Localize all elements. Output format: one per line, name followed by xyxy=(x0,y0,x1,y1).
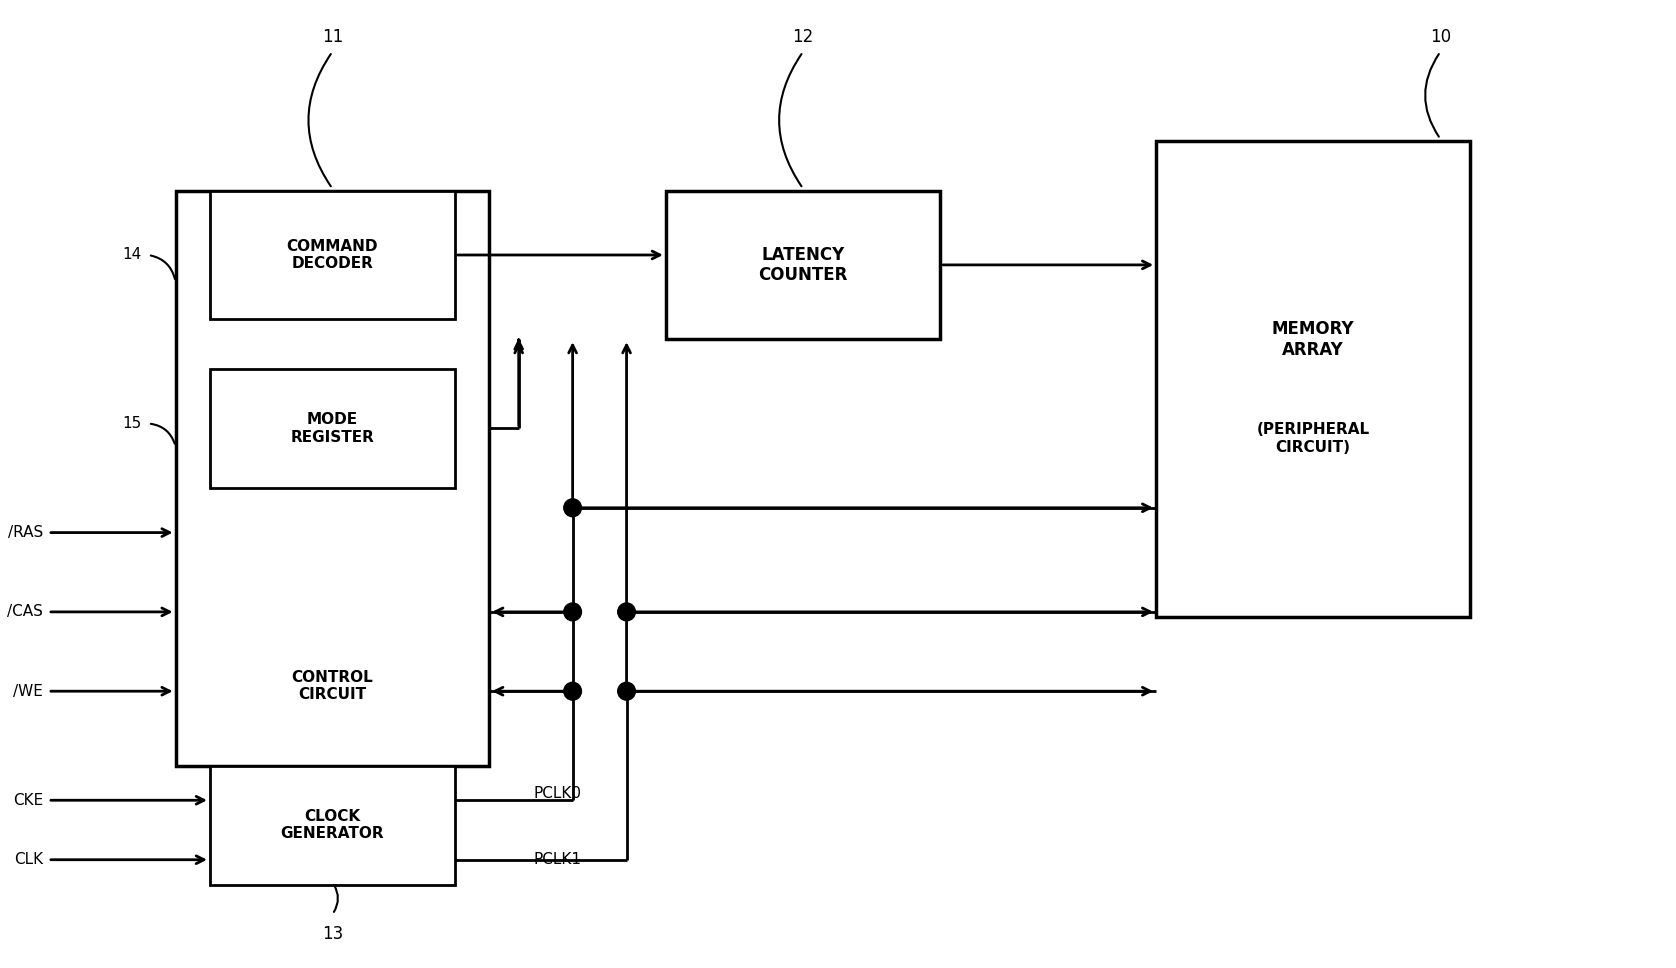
Text: MODE
REGISTER: MODE REGISTER xyxy=(290,412,374,444)
Bar xyxy=(210,369,454,488)
Text: CLOCK
GENERATOR: CLOCK GENERATOR xyxy=(280,809,384,841)
Circle shape xyxy=(563,499,582,517)
Circle shape xyxy=(618,603,635,620)
Text: 15: 15 xyxy=(122,416,141,431)
Bar xyxy=(176,191,489,766)
Text: PCLK0: PCLK0 xyxy=(533,786,582,801)
Text: 13: 13 xyxy=(322,925,344,943)
Text: LATENCY
COUNTER: LATENCY COUNTER xyxy=(758,246,848,285)
Circle shape xyxy=(618,682,635,700)
Text: (PERIPHERAL
CIRCUIT): (PERIPHERAL CIRCUIT) xyxy=(1257,422,1369,455)
Text: /WE: /WE xyxy=(13,683,44,699)
Text: PCLK1: PCLK1 xyxy=(533,852,582,867)
Text: 11: 11 xyxy=(322,28,344,45)
Text: CKE: CKE xyxy=(13,793,44,807)
Text: /CAS: /CAS xyxy=(7,604,44,620)
Bar xyxy=(210,766,454,885)
Text: 12: 12 xyxy=(793,28,813,45)
Text: CLK: CLK xyxy=(13,852,44,867)
Text: 10: 10 xyxy=(1430,28,1451,45)
Bar xyxy=(1156,141,1470,617)
Bar xyxy=(210,191,454,319)
Bar xyxy=(665,191,940,339)
Text: COMMAND
DECODER: COMMAND DECODER xyxy=(287,239,379,271)
Text: 14: 14 xyxy=(122,248,141,262)
Text: /RAS: /RAS xyxy=(8,525,44,540)
Text: CONTROL
CIRCUIT: CONTROL CIRCUIT xyxy=(292,670,374,703)
Text: MEMORY
ARRAY: MEMORY ARRAY xyxy=(1272,319,1354,359)
Circle shape xyxy=(563,682,582,700)
Circle shape xyxy=(563,603,582,620)
